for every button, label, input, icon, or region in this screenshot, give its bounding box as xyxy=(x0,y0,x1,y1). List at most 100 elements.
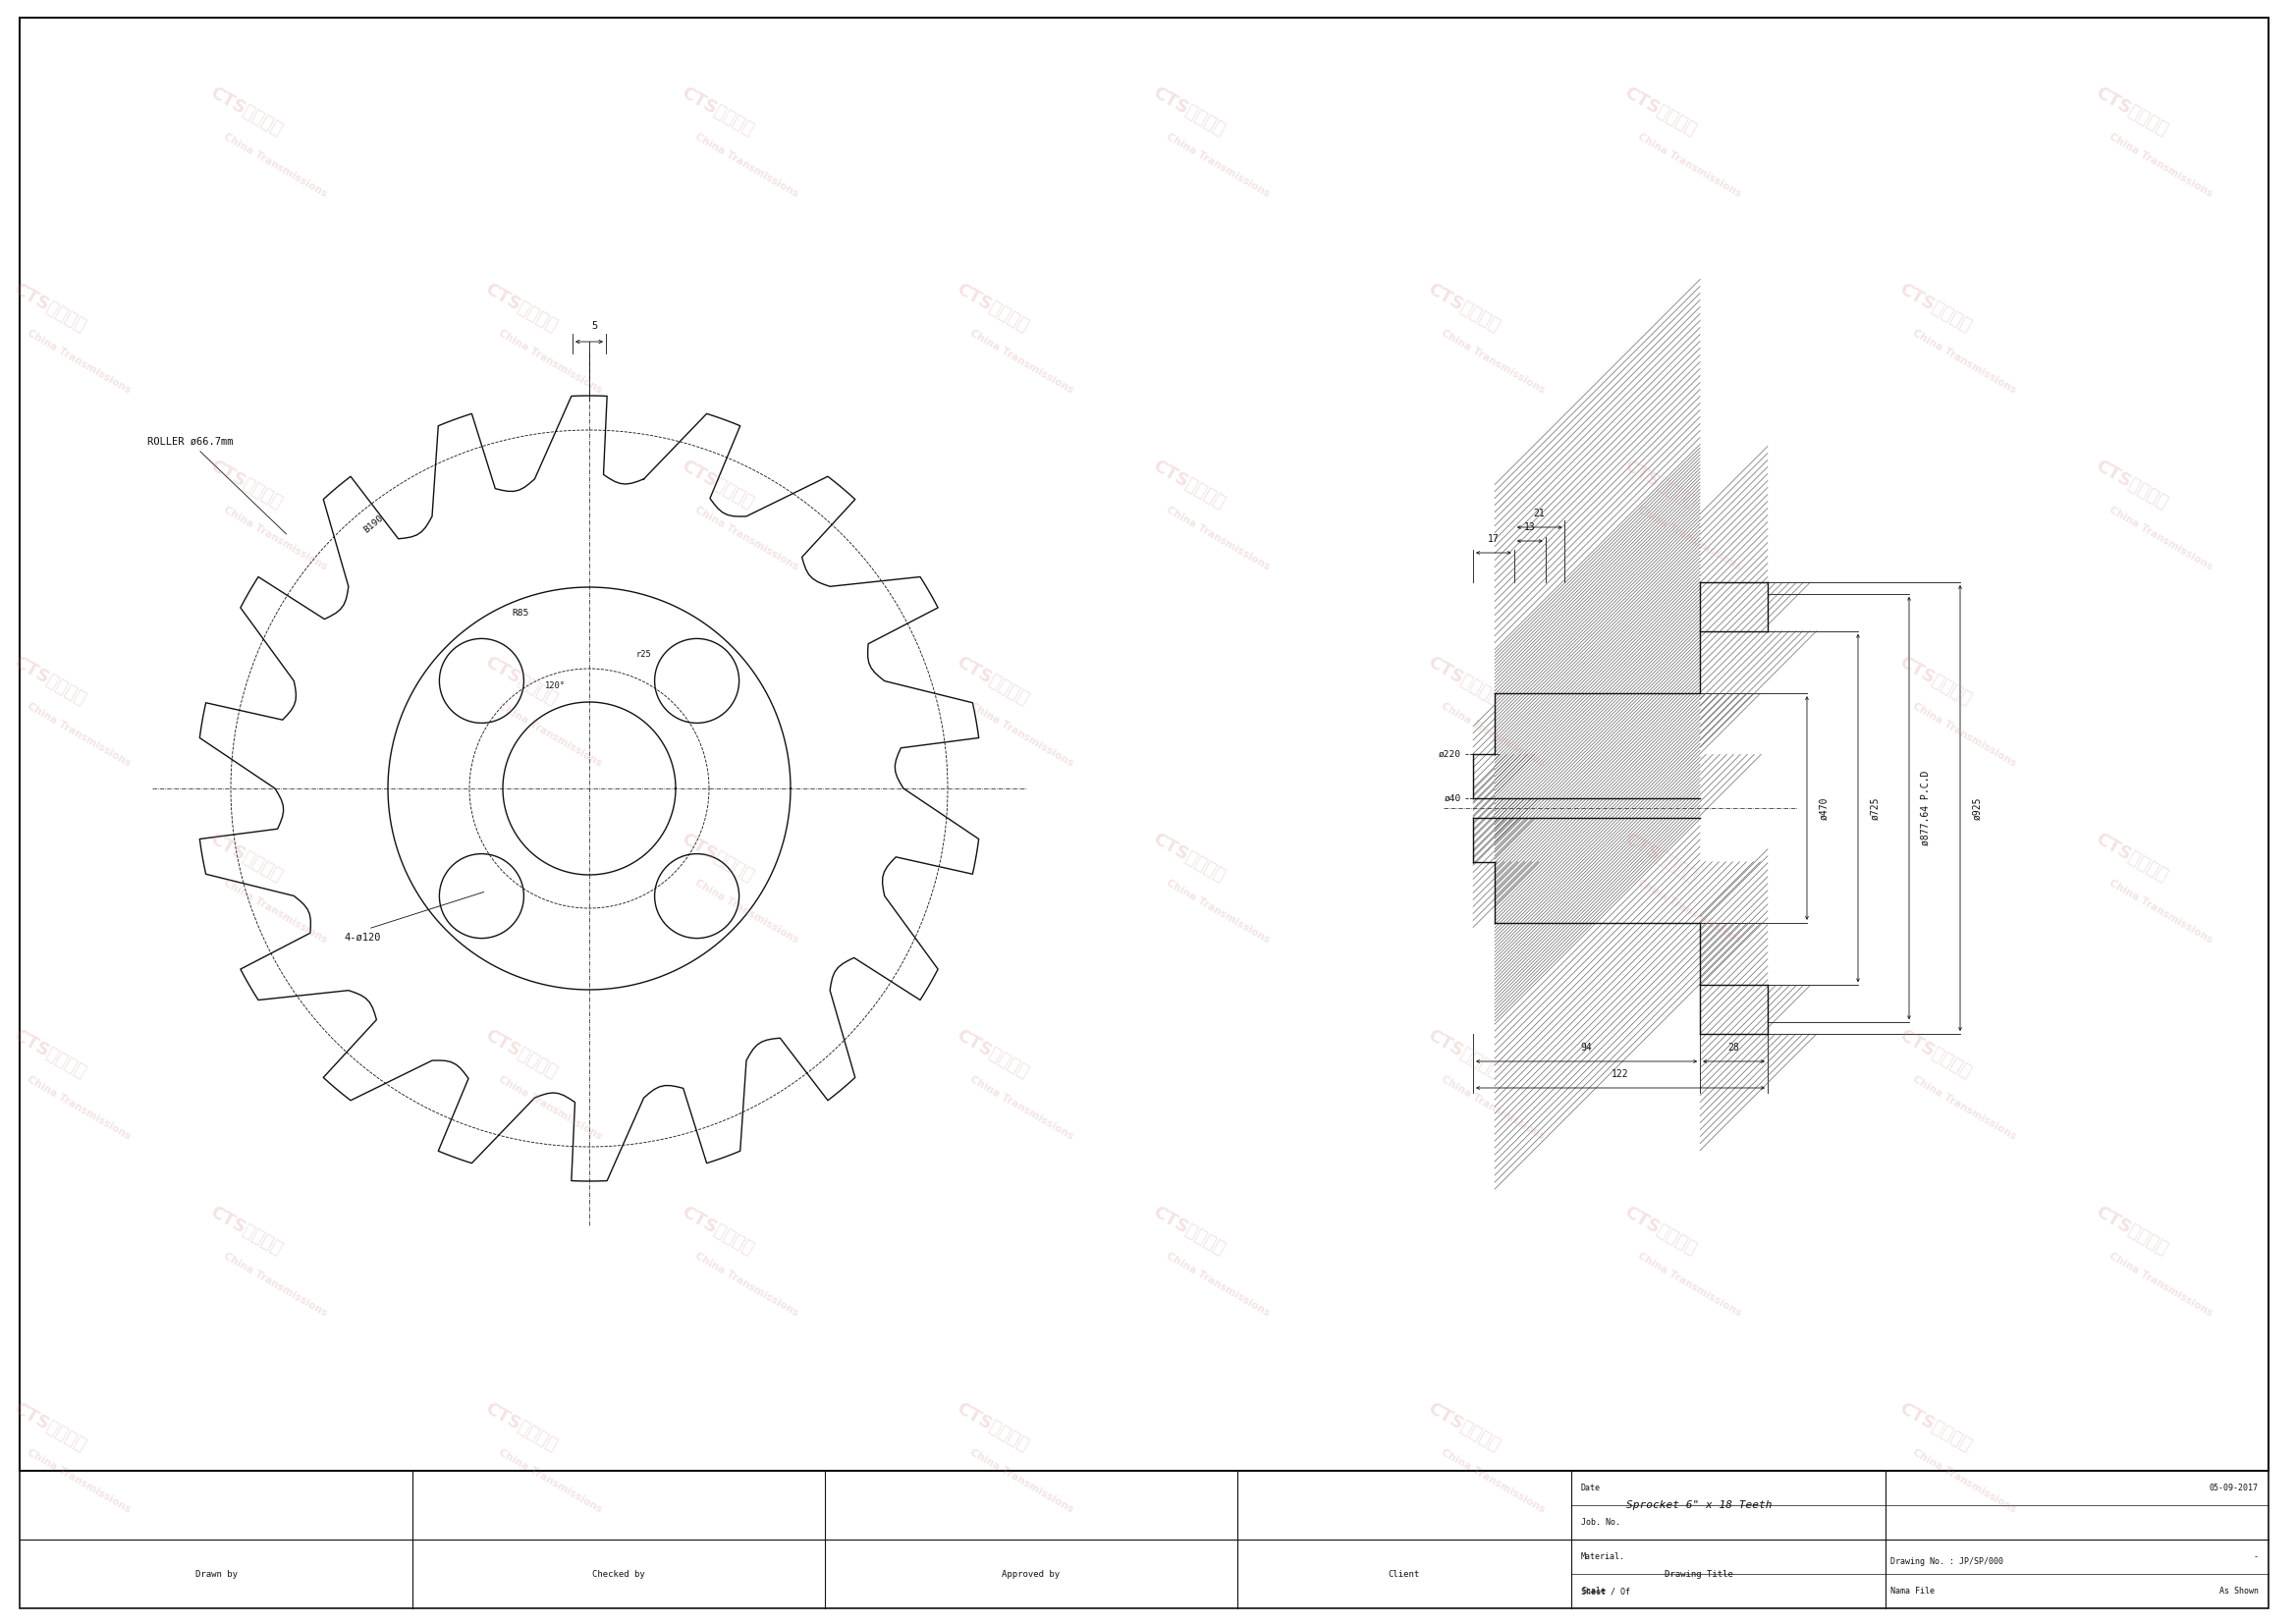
Text: 4-ø120: 4-ø120 xyxy=(344,933,381,943)
Text: China Transmissions: China Transmissions xyxy=(693,1251,799,1318)
Text: ø40: ø40 xyxy=(1444,794,1460,803)
Text: -: - xyxy=(2255,1552,2259,1561)
Text: 28: 28 xyxy=(1729,1042,1740,1053)
Text: ø925: ø925 xyxy=(1972,797,1981,820)
Text: China Transmissions: China Transmissions xyxy=(1910,328,2018,394)
Text: CTS阳奇传动: CTS阳奇传动 xyxy=(1424,1026,1502,1081)
Text: China Transmissions: China Transmissions xyxy=(1440,1074,1545,1141)
Text: CTS阳奇传动: CTS阳奇传动 xyxy=(953,1399,1031,1454)
Text: China Transmissions: China Transmissions xyxy=(223,1251,328,1318)
Text: CTS阳奇传动: CTS阳奇传动 xyxy=(1621,456,1699,511)
Text: China Transmissions: China Transmissions xyxy=(2108,878,2213,945)
Text: CTS阳奇传动: CTS阳奇传动 xyxy=(1148,456,1228,511)
Text: CTS阳奇传动: CTS阳奇传动 xyxy=(207,1203,285,1258)
Text: China Transmissions: China Transmissions xyxy=(223,131,328,198)
Text: China Transmissions: China Transmissions xyxy=(223,505,328,571)
Text: r25: r25 xyxy=(636,649,652,659)
Text: China Transmissions: China Transmissions xyxy=(1440,1448,1545,1514)
Text: 21: 21 xyxy=(1534,508,1545,518)
Text: B190: B190 xyxy=(363,514,386,536)
Text: ø725: ø725 xyxy=(1869,797,1880,820)
Text: CTS阳奇传动: CTS阳奇传动 xyxy=(1148,829,1228,885)
Text: CTS阳奇传动: CTS阳奇传动 xyxy=(1896,279,1975,334)
Text: Date: Date xyxy=(1582,1483,1600,1493)
Text: Drawn by: Drawn by xyxy=(195,1569,236,1578)
Text: CTS阳奇传动: CTS阳奇传动 xyxy=(482,652,560,708)
Text: China Transmissions: China Transmissions xyxy=(1164,505,1272,571)
Text: 94: 94 xyxy=(1580,1042,1593,1053)
Text: CTS阳奇传动: CTS阳奇传动 xyxy=(1896,1399,1975,1454)
Text: China Transmissions: China Transmissions xyxy=(693,878,799,945)
Text: Drawing Title: Drawing Title xyxy=(1665,1569,1733,1578)
Text: Nama File: Nama File xyxy=(1890,1587,1936,1595)
Text: Checked by: Checked by xyxy=(592,1569,645,1578)
Text: 05-09-2017: 05-09-2017 xyxy=(2209,1483,2259,1493)
Text: CTS阳奇传动: CTS阳奇传动 xyxy=(482,279,560,334)
Text: China Transmissions: China Transmissions xyxy=(1164,878,1272,945)
Text: CTS阳奇传动: CTS阳奇传动 xyxy=(207,456,285,511)
Text: CTS阳奇传动: CTS阳奇传动 xyxy=(953,652,1031,708)
Text: Material.: Material. xyxy=(1582,1552,1626,1561)
Text: CTS阳奇传动: CTS阳奇传动 xyxy=(2092,829,2170,885)
Text: ø877.64 P.C.D: ø877.64 P.C.D xyxy=(1922,771,1931,846)
Text: 17: 17 xyxy=(1488,534,1499,544)
Text: CTS阳奇传动: CTS阳奇传动 xyxy=(1424,652,1502,708)
Text: CTS阳奇传动: CTS阳奇传动 xyxy=(677,829,755,885)
Bar xyxy=(21,1470,2268,1608)
Text: CTS阳奇传动: CTS阳奇传动 xyxy=(677,1203,755,1258)
Text: China Transmissions: China Transmissions xyxy=(1910,1074,2018,1141)
Text: 122: 122 xyxy=(1612,1070,1630,1079)
Text: CTS阳奇传动: CTS阳奇传动 xyxy=(1424,279,1502,334)
Text: China Transmissions: China Transmissions xyxy=(969,328,1075,394)
Text: CTS阳奇传动: CTS阳奇传动 xyxy=(1424,1399,1502,1454)
Text: CTS阳奇传动: CTS阳奇传动 xyxy=(1148,1203,1228,1258)
Text: CTS阳奇传动: CTS阳奇传动 xyxy=(9,279,87,334)
Text: China Transmissions: China Transmissions xyxy=(2108,1251,2213,1318)
Text: Sprocket 6" x 18 Teeth: Sprocket 6" x 18 Teeth xyxy=(1626,1500,1773,1509)
Text: CTS阳奇传动: CTS阳奇传动 xyxy=(207,83,285,138)
Text: China Transmissions: China Transmissions xyxy=(25,1448,131,1514)
Text: ROLLER ø66.7mm: ROLLER ø66.7mm xyxy=(147,437,287,534)
Text: China Transmissions: China Transmissions xyxy=(1164,131,1272,198)
Text: China Transmissions: China Transmissions xyxy=(496,1074,604,1141)
Text: As Shown: As Shown xyxy=(2220,1587,2259,1595)
Text: China Transmissions: China Transmissions xyxy=(2108,505,2213,571)
Text: CTS阳奇传动: CTS阳奇传动 xyxy=(9,1026,87,1081)
Text: 13: 13 xyxy=(1525,523,1536,532)
Text: Client: Client xyxy=(1389,1569,1421,1578)
Text: CTS阳奇传动: CTS阳奇传动 xyxy=(2092,83,2170,138)
Text: 120°: 120° xyxy=(544,682,565,690)
Text: China Transmissions: China Transmissions xyxy=(969,1448,1075,1514)
Text: China Transmissions: China Transmissions xyxy=(1440,328,1545,394)
Text: China Transmissions: China Transmissions xyxy=(223,878,328,945)
Text: China Transmissions: China Transmissions xyxy=(25,1074,131,1141)
Text: CTS阳奇传动: CTS阳奇传动 xyxy=(9,652,87,708)
Text: China Transmissions: China Transmissions xyxy=(496,1448,604,1514)
Text: CTS阳奇传动: CTS阳奇传动 xyxy=(482,1399,560,1454)
Text: Scale: Scale xyxy=(1582,1587,1605,1595)
Text: China Transmissions: China Transmissions xyxy=(1910,701,2018,768)
Text: CTS阳奇传动: CTS阳奇传动 xyxy=(9,1399,87,1454)
Text: CTS阳奇传动: CTS阳奇传动 xyxy=(2092,456,2170,511)
Text: China Transmissions: China Transmissions xyxy=(496,328,604,394)
Text: CTS阳奇传动: CTS阳奇传动 xyxy=(953,279,1031,334)
Text: China Transmissions: China Transmissions xyxy=(969,1074,1075,1141)
Text: CTS阳奇传动: CTS阳奇传动 xyxy=(677,456,755,511)
Text: CTS阳奇传动: CTS阳奇传动 xyxy=(1621,83,1699,138)
Text: Drawing No. : JP/SP/000: Drawing No. : JP/SP/000 xyxy=(1890,1556,2004,1566)
Text: China Transmissions: China Transmissions xyxy=(25,701,131,768)
Text: China Transmissions: China Transmissions xyxy=(1910,1448,2018,1514)
Text: CTS阳奇传动: CTS阳奇传动 xyxy=(482,1026,560,1081)
Text: China Transmissions: China Transmissions xyxy=(1440,701,1545,768)
Text: CTS阳奇传动: CTS阳奇传动 xyxy=(1148,83,1228,138)
Text: China Transmissions: China Transmissions xyxy=(2108,131,2213,198)
Text: Sheet / Of: Sheet / Of xyxy=(1582,1587,1630,1595)
Text: CTS阳奇传动: CTS阳奇传动 xyxy=(953,1026,1031,1081)
Text: CTS阳奇传动: CTS阳奇传动 xyxy=(207,829,285,885)
Text: CTS阳奇传动: CTS阳奇传动 xyxy=(1896,1026,1975,1081)
Text: CTS阳奇传动: CTS阳奇传动 xyxy=(1621,1203,1699,1258)
Text: R85: R85 xyxy=(512,609,528,618)
Text: CTS阳奇传动: CTS阳奇传动 xyxy=(1621,829,1699,885)
Text: China Transmissions: China Transmissions xyxy=(1164,1251,1272,1318)
Text: CTS阳奇传动: CTS阳奇传动 xyxy=(2092,1203,2170,1258)
